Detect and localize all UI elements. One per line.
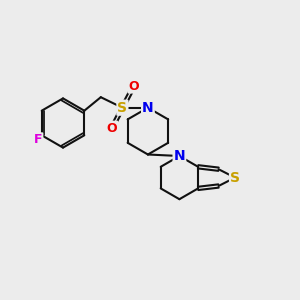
Text: N: N	[142, 101, 154, 115]
Text: O: O	[106, 122, 117, 135]
Text: S: S	[230, 171, 240, 184]
Text: F: F	[34, 133, 42, 146]
Text: O: O	[128, 80, 139, 93]
Text: S: S	[117, 101, 128, 115]
Text: N: N	[174, 149, 185, 163]
